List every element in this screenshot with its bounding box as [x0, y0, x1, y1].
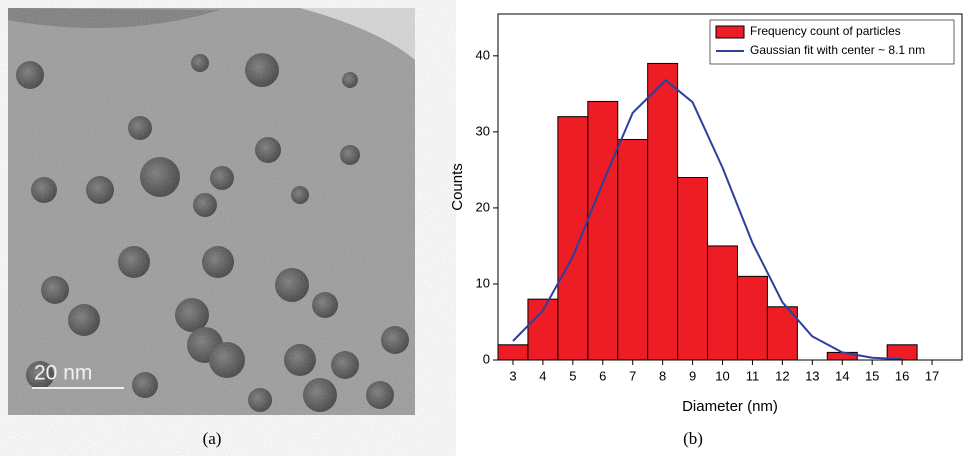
- x-tick-label: 10: [715, 368, 729, 383]
- bar: [528, 299, 558, 360]
- y-tick-label: 20: [476, 199, 490, 214]
- x-tick-label: 4: [539, 368, 546, 383]
- x-tick-label: 15: [865, 368, 879, 383]
- figure: 20 nm (a) (b) Diameter (nm) Counts 3 4 5 6 7…: [0, 0, 968, 457]
- y-tick-label: 40: [476, 47, 490, 62]
- legend-label: Frequency count of particles: [750, 24, 901, 38]
- y-tick-label: 10: [476, 275, 490, 290]
- y-tick-label: 30: [476, 123, 490, 138]
- y-axis-label: Counts: [449, 163, 466, 211]
- scale-bar-label: 20 nm: [34, 362, 92, 385]
- bar: [558, 117, 588, 360]
- x-axis-label: Diameter (nm): [682, 398, 778, 415]
- x-tick-label: 16: [895, 368, 909, 383]
- x-tick-label: 5: [569, 368, 576, 383]
- x-tick-label: 13: [805, 368, 819, 383]
- x-tick-label: 17: [925, 368, 939, 383]
- x-tick-label: 7: [629, 368, 636, 383]
- caption: (a): [203, 429, 222, 448]
- bar: [708, 246, 738, 360]
- page: 20 nm (a) (b) Diameter (nm) Counts 3 4 5 6 7…: [0, 0, 968, 457]
- bar: [678, 177, 708, 360]
- x-tick-label: 3: [509, 368, 516, 383]
- x-tick-label: 6: [599, 368, 606, 383]
- y-tick-label: 0: [483, 351, 490, 366]
- x-tick-label: 11: [746, 368, 760, 383]
- bar: [588, 101, 618, 360]
- legend-swatch: [716, 26, 744, 38]
- bar: [737, 276, 767, 360]
- bar: [498, 345, 528, 360]
- caption: (b): [683, 429, 703, 448]
- image-texture: [8, 8, 415, 415]
- x-tick-label: 9: [689, 368, 696, 383]
- x-tick-label: 12: [775, 368, 789, 383]
- bar: [648, 63, 678, 360]
- tem-image: 20 nm: [8, 8, 415, 415]
- bar: [618, 139, 648, 360]
- x-tick-label: 14: [835, 368, 849, 383]
- x-tick-label: 8: [659, 368, 666, 383]
- legend-label: Gaussian fit with center ~ 8.1 nm: [750, 43, 925, 57]
